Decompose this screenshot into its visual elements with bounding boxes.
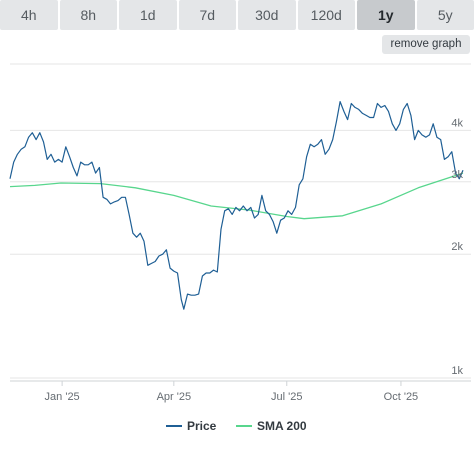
price-chart: 1k 2k 3k 4k Jan '25 Apr '25 Jul '25 Oct '25 Pr… — [9, 63, 471, 433]
tab-5y[interactable]: 5y — [416, 0, 474, 30]
tab-30d[interactable]: 30d — [238, 0, 296, 30]
x-tick-label: Oct '25 — [384, 391, 419, 403]
y-tick-label: 4k — [451, 117, 463, 129]
x-tick-label: Jul '25 — [271, 391, 302, 403]
remove-graph-button[interactable]: remove graph — [382, 35, 470, 54]
y-tick-label: 3k — [451, 169, 463, 181]
chart-legend: Price SMA 200 — [166, 419, 307, 433]
y-axis-ticks: 1k 2k 3k 4k — [451, 117, 463, 377]
tab-1y[interactable]: 1y — [357, 0, 415, 30]
legend-price-label[interactable]: Price — [187, 419, 217, 433]
tab-120d[interactable]: 120d — [297, 0, 355, 30]
tab-7d[interactable]: 7d — [178, 0, 236, 30]
y-tick-label: 2k — [451, 241, 463, 253]
price-line — [9, 101, 464, 310]
sma-200-line — [9, 172, 464, 220]
tab-1d[interactable]: 1d — [119, 0, 177, 30]
y-tick-label: 1k — [451, 365, 463, 377]
gridlines — [10, 63, 471, 382]
chart-series — [9, 101, 464, 310]
legend-sma-200-label[interactable]: SMA 200 — [257, 419, 307, 433]
range-tabs: 4h 8h 1d 7d 30d 120d 1y 5y — [0, 0, 474, 30]
x-tick-label: Jan '25 — [45, 391, 80, 403]
x-axis-ticks: Jan '25 Apr '25 Jul '25 Oct '25 — [45, 381, 419, 403]
tab-8h[interactable]: 8h — [59, 0, 117, 30]
tab-4h[interactable]: 4h — [0, 0, 58, 30]
x-tick-label: Apr '25 — [157, 391, 192, 403]
